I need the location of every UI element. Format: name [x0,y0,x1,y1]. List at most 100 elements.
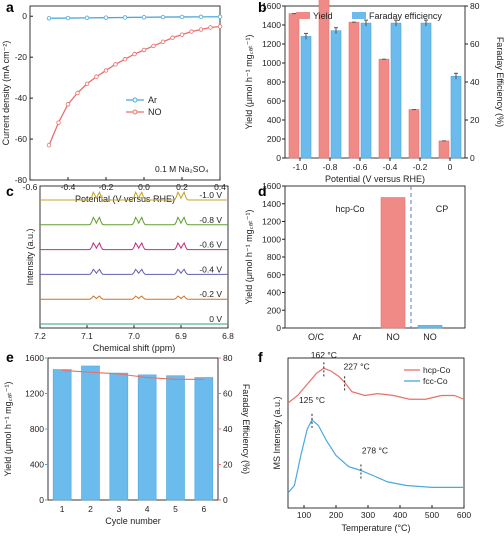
yield-bar [408,109,420,159]
x-tick-label: 7.2 [34,331,46,341]
series-label: -0.4 V [199,264,222,274]
y-tick-label: 1400 [262,20,281,30]
x-tick-label: 0.4 [214,182,226,192]
nmr-spectrum [40,191,228,201]
y-axis-label: Yield (μmol h⁻¹ mg꜀ₐₜ⁻¹) [3,382,13,477]
panel-a: a -0.6 -0.4 -0.2 0.0 0.2 0.4 0 -20 -40 -60 -80 Poten… [1,0,226,204]
x-tick-label: 500 [425,510,439,520]
data-point [151,43,156,49]
y-axis-label: MS Intensity (a.u.) [272,396,282,469]
panel-label: c [6,183,14,199]
data-point [56,120,61,125]
legend-label: hcp-Co [423,365,451,375]
y-tick-label: 200 [267,305,281,315]
legend-label: Yield [313,11,333,21]
x-axis-label: Cycle number [105,516,161,526]
x-tick-label: 4 [145,504,150,514]
legend-label: NO [148,107,162,117]
peak-label: 227 °C [344,361,370,371]
region-label: hcp-Co [335,204,364,214]
y-tick-label: 400 [267,115,281,125]
y2-axis-label: Faraday Efficiency (%) [241,384,251,474]
nmr-spectrum [40,295,228,300]
data-point [179,14,185,20]
y2-tick-label: 60 [470,39,480,49]
legend-marker [132,97,138,103]
x-tick-label: -0.2 [99,182,114,192]
y-tick-label: 800 [267,252,281,262]
y-axis-label: Current density (mA cm⁻²) [1,41,11,146]
x-tick-label: -0.2 [413,162,428,172]
yield-bar [288,13,300,159]
x-tick-label: 5 [173,504,178,514]
y-tick-label: 0 [276,153,281,163]
data-point [132,51,137,57]
data-point [141,47,147,53]
x-axis-label: Chemical shift (ppm) [93,343,176,353]
series-label: 0 V [209,314,222,324]
x-tick-label: O/C [308,332,325,342]
plot-frame [29,5,221,181]
y2-tick-label: 60 [223,389,233,399]
x-tick-label: 2 [88,504,93,514]
data-point [46,16,52,21]
yield-bar [81,365,100,501]
panel-label: d [258,183,267,199]
data-point [122,15,128,20]
panel-d: d 0 200 400 600 800 1000 1200 1400 1600 O/C Ar NO NO h… [244,181,466,342]
region-label: CP [436,204,449,214]
legend-label: Ar [148,95,157,105]
y2-tick-label: 0 [223,495,228,505]
data-point [170,35,175,40]
panel-label: a [6,0,14,15]
x-tick-label: 300 [361,510,375,520]
x-tick-label: 7.1 [81,331,93,341]
y-tick-label: 0 [22,11,27,21]
data-point [46,142,52,148]
faraday-bar [450,76,462,159]
x-tick-label: 7.0 [128,331,140,341]
y-tick-label: 0 [276,323,281,333]
y-tick-label: 1000 [262,58,281,68]
series-label: -1.0 V [199,190,222,200]
x-tick-label: -0.8 [323,162,338,172]
y-tick-label: 1200 [262,39,281,49]
data-point [84,81,90,86]
y-tick-label: -60 [15,134,28,144]
yield-bar [378,58,390,159]
series-line-ar [48,16,221,19]
y-tick-label: 800 [267,77,281,87]
y2-tick-label: 20 [470,115,480,125]
data-point [84,15,90,21]
data-point [113,62,118,67]
y-tick-label: 1400 [262,199,281,209]
x-tick-label: -0.4 [61,182,76,192]
data-point [198,14,204,20]
data-point [94,74,99,79]
data-point [103,15,109,20]
yield-bar [137,374,157,501]
nmr-spectrum [40,241,228,251]
y-tick-label: 1200 [262,217,281,227]
panel-label: b [258,0,267,15]
faraday-bar [300,36,312,159]
series-line-fcc-co [287,418,464,494]
yield-bar [194,377,214,501]
y2-tick-label: 80 [223,353,233,363]
y-tick-label: 1600 [25,353,44,363]
x-tick-label: -1.0 [293,162,308,172]
x-tick-label: NO [386,332,400,342]
faraday-bar [330,30,342,159]
data-point [160,14,166,20]
y-tick-label: 400 [267,288,281,298]
y-tick-label: 400 [30,460,44,470]
yield-bar [109,372,129,501]
faraday-line [62,369,204,380]
x-axis-label: Potential (V versus RHE) [325,174,425,184]
legend-marker [132,109,138,115]
y-tick-label: -20 [15,52,28,62]
data-point [208,25,213,30]
y2-axis-label: Faraday Efficiency (%) [495,37,504,127]
nmr-spectrum [40,216,228,226]
